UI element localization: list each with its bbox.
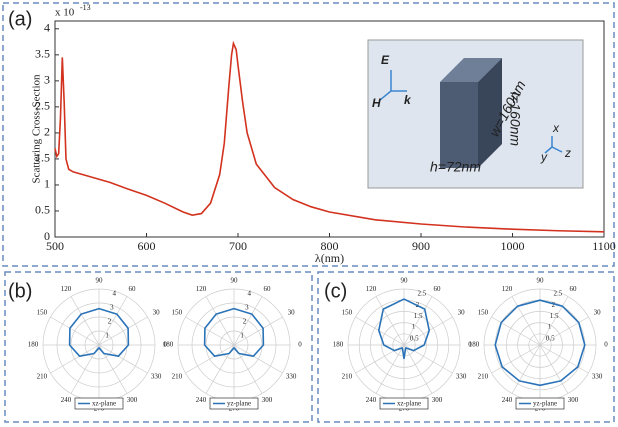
theta-tick-label: 240 — [196, 396, 207, 404]
theta-tick-label: 90 — [537, 277, 545, 285]
theta-tick-label: 240 — [502, 396, 513, 404]
theta-tick-label: 90 — [231, 277, 239, 285]
theta-grid — [492, 345, 540, 373]
y-tick-label: 4 — [44, 21, 50, 35]
theta-tick-label: 150 — [37, 309, 48, 317]
theta-tick-label: 0 — [604, 341, 608, 349]
theta-grid — [540, 345, 568, 393]
theta-tick-label: 330 — [592, 373, 603, 381]
r-tick-label: 1.5 — [414, 312, 423, 320]
y-tick-label: 3.5 — [35, 47, 50, 61]
theta-tick-label: 180 — [28, 341, 39, 349]
legend-label: xz-plane — [397, 400, 421, 408]
theta-tick-label: 60 — [264, 285, 272, 293]
y-multiplier: x 10 — [55, 7, 75, 19]
r-tick-label: 2.5 — [418, 290, 427, 298]
theta-tick-label: 300 — [127, 396, 138, 404]
theta-tick-label: 30 — [288, 309, 296, 317]
theta-tick-label: 60 — [434, 285, 442, 293]
theta-tick-label: 150 — [478, 309, 489, 317]
theta-grid — [99, 345, 147, 373]
inset-label: E — [381, 53, 390, 67]
theta-grid — [404, 345, 432, 393]
x-tick-label: 1100 — [592, 239, 616, 253]
legend-label: yz-plane — [227, 400, 251, 408]
r-tick-label: 2.5 — [554, 290, 563, 298]
y-tick-label: 3 — [44, 73, 50, 87]
inset-label: y — [540, 150, 548, 164]
theta-tick-label: 300 — [432, 396, 443, 404]
theta-tick-label: 210 — [478, 373, 489, 381]
x-tick-label: 900 — [412, 239, 430, 253]
r-tick-label: 4 — [113, 290, 117, 298]
theta-grid — [51, 345, 99, 373]
r-tick-label: 1.5 — [550, 312, 559, 320]
theta-tick-label: 30 — [458, 309, 466, 317]
r-tick-label: 0.5 — [410, 334, 419, 342]
y-axis-label: Scattering Cross-Section — [31, 74, 43, 184]
x-tick-label: 1000 — [501, 239, 525, 253]
theta-grid — [186, 345, 234, 373]
panel-label: (a) — [8, 8, 32, 30]
r-tick-label: 3 — [245, 304, 249, 312]
panel-label: (c) — [324, 280, 347, 302]
theta-tick-label: 300 — [568, 396, 579, 404]
theta-tick-label: 120 — [61, 285, 72, 293]
inset-label: h=72nm — [430, 159, 481, 175]
theta-tick-label: 210 — [342, 373, 353, 381]
theta-tick-label: 120 — [366, 285, 377, 293]
r-tick-label: 3 — [110, 304, 114, 312]
theta-tick-label: 60 — [129, 285, 137, 293]
theta-tick-label: 210 — [172, 373, 183, 381]
theta-tick-label: 90 — [96, 277, 104, 285]
theta-grid — [540, 345, 588, 373]
x-tick-label: 600 — [138, 239, 156, 253]
theta-grid — [512, 345, 540, 393]
panel-label: (b) — [8, 280, 32, 302]
inset-label: x — [552, 121, 560, 135]
x-tick-label: 500 — [46, 239, 64, 253]
theta-tick-label: 120 — [196, 285, 207, 293]
theta-tick-label: 240 — [61, 396, 72, 404]
theta-tick-label: 240 — [366, 396, 377, 404]
x-tick-label: 700 — [229, 239, 247, 253]
legend-label: xz-plane — [92, 400, 116, 408]
inset-label: z — [564, 146, 571, 160]
theta-tick-label: 0 — [298, 341, 302, 349]
theta-grid — [376, 345, 404, 393]
theta-tick-label: 90 — [401, 277, 409, 285]
theta-tick-label: 300 — [262, 396, 273, 404]
theta-tick-label: 180 — [333, 341, 344, 349]
cuboid-front — [440, 82, 478, 168]
theta-tick-label: 120 — [502, 285, 513, 293]
r-tick-label: 0.5 — [546, 334, 555, 342]
legend-label: yz-plane — [533, 400, 557, 408]
theta-tick-label: 150 — [342, 309, 353, 317]
theta-tick-label: 60 — [570, 285, 578, 293]
theta-tick-label: 330 — [151, 373, 162, 381]
theta-tick-label: 30 — [153, 309, 161, 317]
theta-tick-label: 330 — [456, 373, 467, 381]
x-axis-label: λ(nm) — [315, 251, 344, 265]
theta-tick-label: 210 — [37, 373, 48, 381]
inset-label: H — [372, 96, 381, 110]
r-tick-label: 4 — [248, 290, 252, 298]
theta-tick-label: 180 — [163, 341, 174, 349]
y-tick-label: 1 — [44, 177, 50, 191]
y-tick-label: 0.5 — [35, 203, 50, 217]
theta-tick-label: 330 — [286, 373, 297, 381]
figure: (a) (b) (c) 00.511.522.533.5450060070080… — [0, 0, 618, 427]
theta-tick-label: 30 — [594, 309, 602, 317]
y-tick-label: 2 — [44, 125, 50, 139]
theta-tick-label: 180 — [469, 341, 480, 349]
theta-tick-label: 150 — [172, 309, 183, 317]
y-multiplier-exp: -13 — [80, 3, 91, 12]
theta-grid — [234, 345, 282, 373]
